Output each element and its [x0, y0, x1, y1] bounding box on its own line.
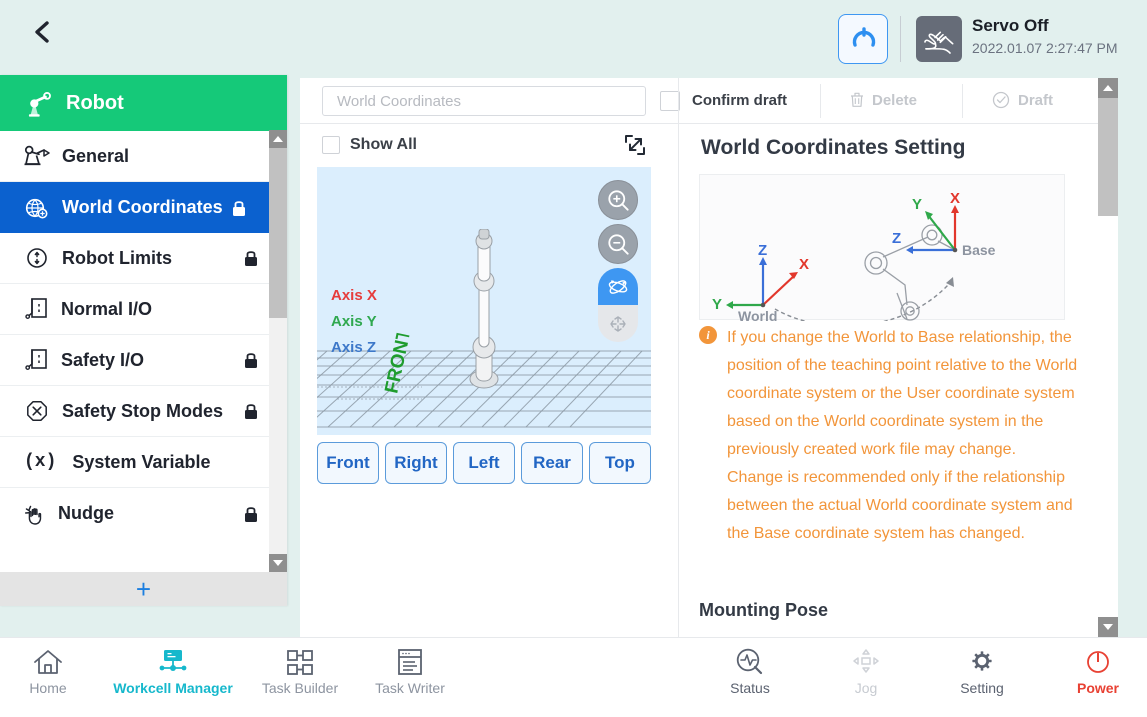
svg-text:X: X: [950, 190, 960, 207]
svg-text:X: X: [799, 256, 809, 273]
svg-text:Z: Z: [758, 242, 767, 259]
svg-text:Y: Y: [912, 196, 922, 213]
svg-text:Z: Z: [892, 230, 901, 247]
svg-text:Base: Base: [962, 242, 996, 258]
svg-text:FRONT: FRONT: [381, 327, 415, 395]
svg-text:World: World: [738, 308, 777, 321]
svg-text:Y: Y: [712, 296, 722, 313]
